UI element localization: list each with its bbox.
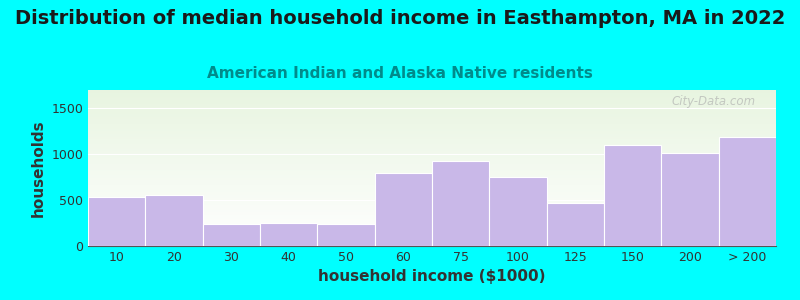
- Text: City-Data.com: City-Data.com: [671, 95, 755, 108]
- Bar: [260, 223, 318, 246]
- Y-axis label: households: households: [30, 119, 46, 217]
- Bar: [490, 177, 546, 246]
- Text: American Indian and Alaska Native residents: American Indian and Alaska Native reside…: [207, 66, 593, 81]
- Bar: [718, 137, 776, 246]
- Bar: [88, 197, 146, 246]
- Bar: [546, 203, 604, 246]
- Bar: [662, 153, 718, 246]
- Bar: [432, 161, 490, 246]
- Text: Distribution of median household income in Easthampton, MA in 2022: Distribution of median household income …: [15, 9, 785, 28]
- Bar: [604, 145, 662, 246]
- X-axis label: household income ($1000): household income ($1000): [318, 269, 546, 284]
- Bar: [318, 224, 374, 246]
- Bar: [202, 224, 260, 246]
- Bar: [146, 195, 202, 246]
- Bar: [374, 172, 432, 246]
